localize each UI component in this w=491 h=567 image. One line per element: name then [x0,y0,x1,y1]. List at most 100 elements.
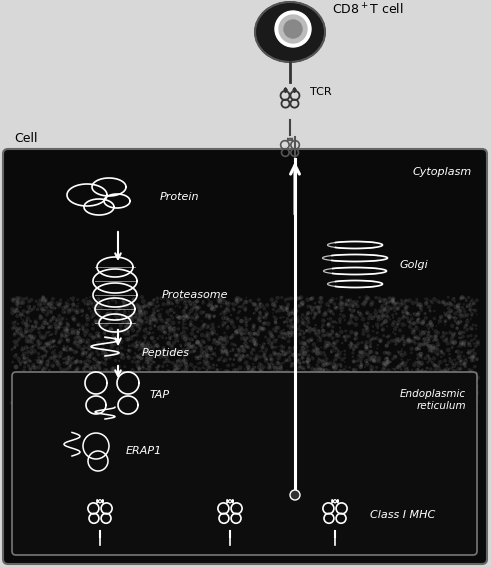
Point [101,447,109,456]
Point [445,304,453,313]
Point [363,421,371,430]
Point [174,364,182,373]
Point [237,408,245,417]
Point [175,490,183,500]
Point [382,369,390,378]
Point [57,467,65,476]
Point [12,375,20,384]
Point [389,373,397,382]
Point [272,349,279,358]
Point [162,451,169,460]
Point [103,355,110,364]
Point [465,388,473,397]
Point [20,358,28,367]
Point [460,337,467,346]
Point [107,388,114,397]
Point [298,319,306,328]
Point [451,297,459,306]
Point [376,388,383,397]
Point [20,430,28,439]
Point [436,385,444,394]
Point [252,443,260,452]
Point [99,463,107,472]
Point [43,347,51,356]
Point [217,371,224,380]
Point [355,471,363,480]
Point [319,420,327,429]
Point [317,476,325,485]
Point [151,372,159,381]
Point [376,306,383,315]
Point [370,499,378,508]
Point [307,380,315,389]
Point [218,375,226,384]
Point [370,430,378,439]
Point [58,331,66,340]
Point [189,368,196,377]
Point [190,363,198,372]
Point [298,353,306,362]
Point [75,299,82,308]
Point [240,433,247,442]
Point [437,367,445,376]
Point [64,499,72,508]
Point [248,414,256,423]
Point [214,450,221,459]
Point [446,502,454,511]
Point [94,467,102,476]
Point [266,442,274,451]
Point [359,384,367,393]
Point [153,461,161,470]
Point [308,365,316,374]
Point [174,452,182,461]
Point [230,354,238,363]
Point [379,319,386,328]
Point [407,370,415,379]
Point [319,331,327,340]
Point [363,403,371,412]
Point [149,433,157,442]
Point [437,388,445,397]
Point [147,316,155,325]
Point [272,297,280,306]
Point [314,421,322,430]
Point [155,306,163,315]
Point [469,356,477,365]
Point [190,448,198,457]
Point [401,498,409,507]
Point [102,433,110,442]
Point [235,397,243,407]
Point [134,321,141,331]
Point [93,389,101,398]
Point [303,327,311,336]
Point [247,348,255,357]
Point [77,453,84,462]
Point [473,389,481,398]
Point [164,447,172,456]
Point [465,443,473,452]
Point [68,377,76,386]
Point [470,474,478,483]
Point [344,432,352,441]
Point [12,308,20,317]
Point [202,404,210,413]
Point [237,404,245,413]
Point [112,370,120,379]
Point [21,475,29,484]
Point [416,459,424,468]
Point [223,366,231,375]
Point [98,405,106,414]
Point [376,297,384,306]
Point [383,357,391,366]
Point [103,403,111,412]
Point [393,299,401,308]
Point [355,374,362,383]
Point [69,498,77,507]
Point [282,317,290,326]
Point [446,354,454,363]
Point [74,295,82,304]
Point [368,367,376,376]
Point [90,397,98,406]
Point [21,419,29,428]
Point [452,437,460,446]
